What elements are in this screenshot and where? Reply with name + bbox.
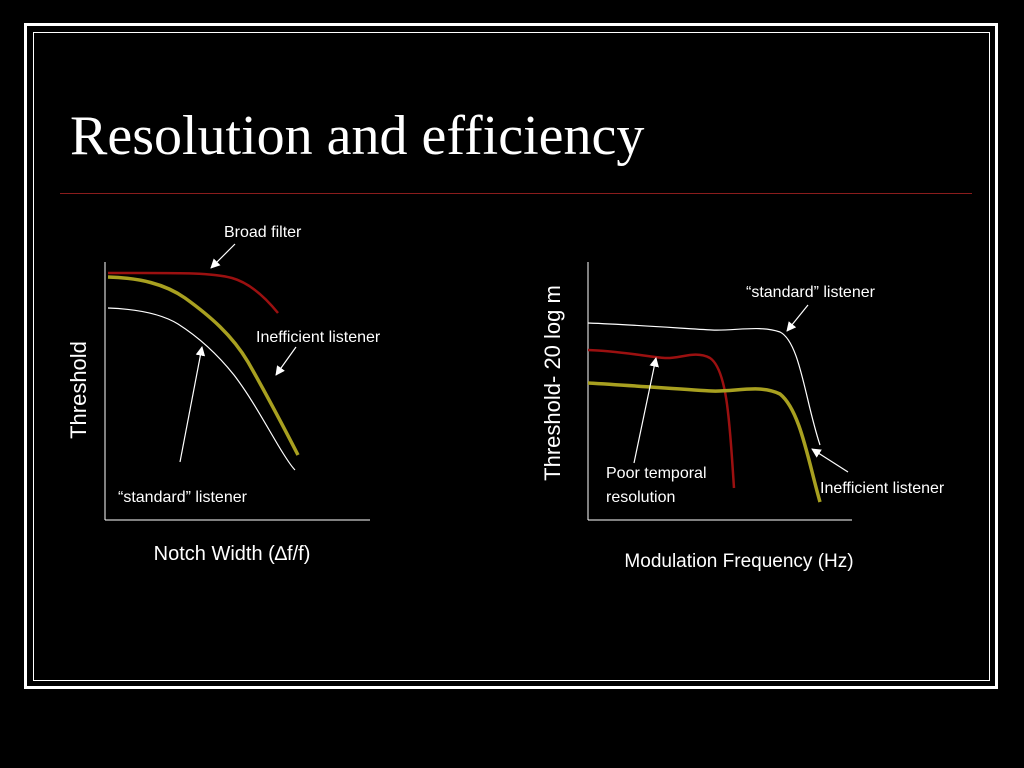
slide-inner-frame	[33, 32, 990, 681]
right-inefficient-label: Inefficient listener	[820, 480, 945, 497]
right-panel: “standard” listener Poor temporal resolu…	[540, 262, 945, 572]
left-y-axis-label: Threshold	[66, 341, 91, 439]
left-broad-filter-curve	[107, 271, 279, 314]
slide-outer-frame	[24, 23, 998, 689]
right-standard-arrow	[786, 304, 809, 332]
left-standard-label: “standard” listener	[118, 489, 248, 506]
left-broad-filter-label: Broad filter	[224, 224, 302, 241]
right-inefficient-arrow	[811, 448, 849, 473]
right-y-axis-label: Threshold- 20 log m	[540, 285, 565, 481]
right-x-axis-label: Modulation Frequency (Hz)	[624, 551, 853, 572]
left-panel: Broad filter Inefficient listener “stand…	[66, 224, 381, 565]
left-standard-arrow	[179, 346, 206, 463]
right-poor-temporal-label-line2: resolution	[606, 489, 675, 506]
right-poor-temporal-label-line1: Poor temporal	[606, 465, 707, 482]
left-inefficient-label: Inefficient listener	[256, 329, 381, 346]
left-inefficient-arrow	[275, 346, 297, 376]
right-standard-curve	[587, 322, 821, 446]
title-divider	[60, 193, 972, 194]
right-poor-temporal-arrow	[633, 357, 659, 464]
left-standard-curve	[107, 307, 296, 471]
right-poor-temporal-curve	[587, 348, 736, 489]
left-inefficient-curve	[107, 275, 300, 456]
slide-title: Resolution and efficiency	[70, 105, 645, 167]
right-standard-label: “standard” listener	[746, 284, 876, 301]
left-x-axis-label: Notch Width (∆f/f)	[154, 543, 311, 565]
right-inefficient-curve	[587, 381, 822, 503]
left-broad-filter-arrow	[210, 243, 236, 269]
